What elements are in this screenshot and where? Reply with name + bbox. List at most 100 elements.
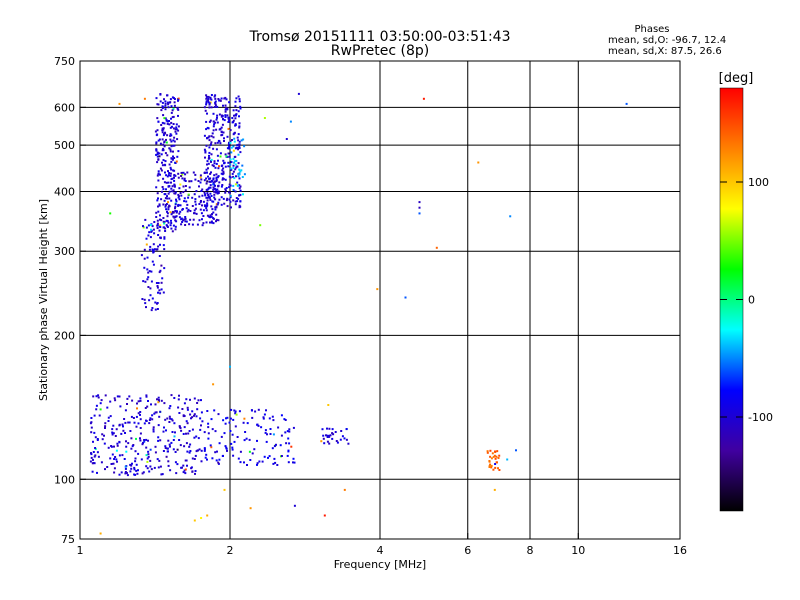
data-point (124, 472, 127, 475)
data-point (188, 186, 191, 189)
data-point (237, 139, 240, 142)
data-point (200, 190, 203, 192)
data-point (234, 203, 237, 206)
data-point (208, 177, 211, 180)
data-point (121, 423, 124, 426)
data-point (183, 218, 186, 221)
data-point (107, 416, 110, 419)
data-point (495, 461, 498, 464)
data-point (159, 214, 161, 217)
data-point (178, 195, 180, 198)
data-point (232, 109, 235, 112)
data-point (205, 221, 208, 224)
data-point (207, 101, 210, 104)
data-point (233, 131, 236, 134)
data-point (222, 197, 225, 200)
data-point (227, 127, 230, 130)
data-point (184, 189, 187, 192)
data-point (180, 429, 183, 432)
data-point (165, 224, 168, 227)
data-point (217, 190, 220, 193)
data-point (343, 437, 346, 440)
data-point (220, 172, 223, 175)
data-point (155, 186, 158, 189)
data-point (202, 215, 205, 217)
data-point (213, 190, 216, 193)
data-point (104, 427, 106, 429)
data-point (322, 434, 325, 437)
data-point (237, 133, 240, 136)
x-tick-label: 8 (527, 544, 534, 557)
data-point (179, 204, 182, 207)
data-point (106, 406, 109, 409)
data-point (321, 428, 324, 431)
data-point (92, 458, 94, 461)
data-point (171, 185, 174, 188)
data-point (225, 447, 228, 450)
data-point (201, 218, 203, 221)
data-point (212, 186, 215, 189)
data-point (160, 264, 163, 267)
data-point (238, 173, 241, 176)
data-point (163, 221, 166, 224)
data-point (159, 224, 162, 227)
grid-lines (80, 61, 680, 539)
data-point (216, 114, 219, 117)
data-point (156, 174, 159, 177)
data-point (188, 451, 191, 454)
data-point (196, 223, 199, 226)
data-point (163, 140, 166, 143)
data-point (151, 225, 154, 228)
data-point (497, 457, 500, 459)
data-point (237, 197, 240, 200)
data-point (181, 208, 184, 210)
data-point (162, 217, 165, 219)
data-point (176, 155, 179, 158)
data-point (189, 450, 192, 452)
data-point (166, 120, 169, 123)
data-point (184, 468, 187, 471)
data-point (145, 465, 148, 468)
data-point (233, 114, 235, 117)
data-point (221, 114, 223, 117)
x-axis-ticks: 1 2 4 6 8 10 16 (77, 533, 687, 557)
data-point (506, 458, 509, 461)
data-point (171, 419, 174, 422)
data-point (229, 430, 232, 432)
data-point (180, 218, 183, 221)
data-point (131, 399, 134, 402)
data-point (157, 291, 159, 294)
data-point (93, 414, 96, 417)
data-point (208, 215, 210, 218)
data-point (192, 171, 195, 174)
data-point (164, 227, 167, 230)
data-point (183, 445, 186, 448)
data-point (175, 215, 178, 218)
data-point (180, 175, 183, 177)
data-point (489, 463, 492, 466)
data-point (326, 436, 329, 438)
y-tick-label: 200 (54, 329, 75, 342)
data-point (231, 446, 234, 449)
data-point (159, 410, 162, 413)
data-point (237, 153, 240, 156)
data-point (236, 144, 239, 147)
data-point (193, 519, 196, 522)
data-point (169, 172, 172, 175)
data-point (171, 431, 174, 433)
data-point (207, 99, 210, 102)
data-point (160, 190, 163, 193)
data-point (204, 150, 207, 153)
data-point (161, 121, 164, 124)
y-tick-label: 75 (61, 533, 75, 546)
data-point (93, 431, 96, 434)
data-point (199, 208, 202, 211)
data-point (218, 181, 221, 184)
data-point (160, 281, 163, 284)
data-point (185, 207, 188, 210)
data-point (224, 165, 227, 168)
data-point (235, 97, 238, 100)
data-point (170, 441, 173, 444)
data-point (192, 218, 195, 221)
colorbar-tick-label: 100 (748, 176, 769, 189)
